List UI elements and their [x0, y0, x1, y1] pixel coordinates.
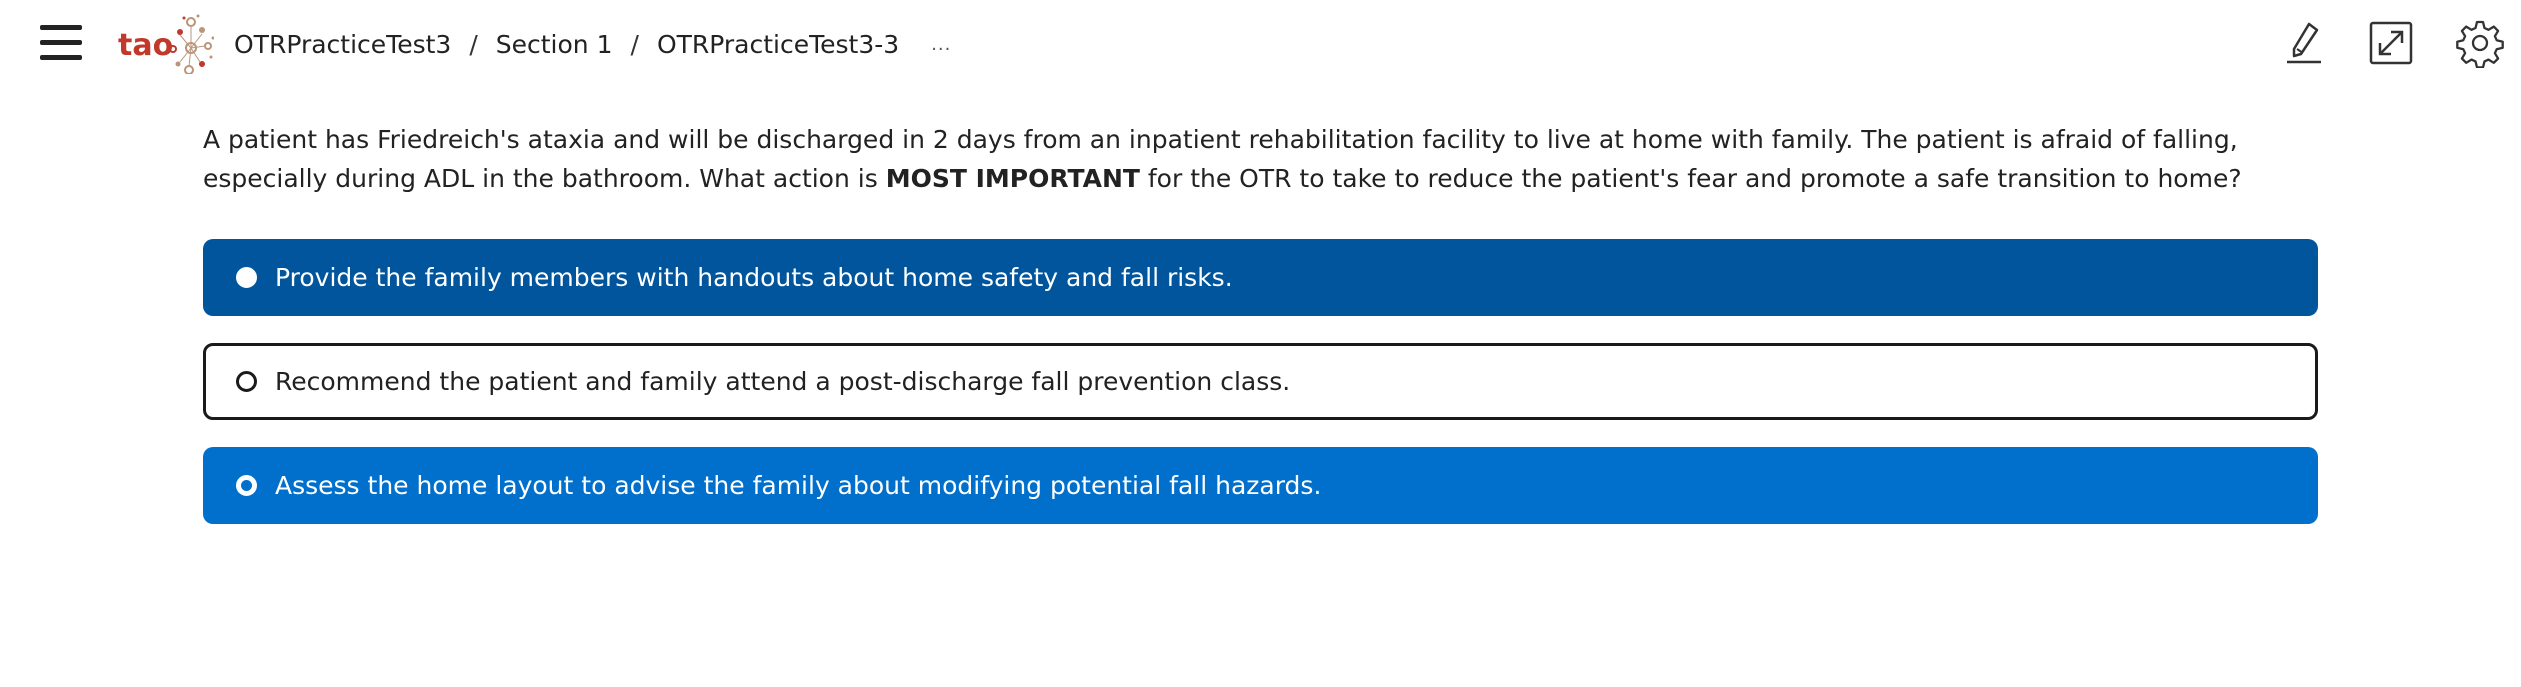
breadcrumb-separator: / — [630, 29, 639, 59]
radio-selected-icon[interactable] — [236, 267, 257, 288]
choice-option-b[interactable]: Recommend the patient and family attend … — [203, 343, 2318, 420]
breadcrumb-test[interactable]: OTRPracticeTest3 — [234, 29, 452, 59]
choice-label: Provide the family members with handouts… — [275, 263, 1233, 292]
breadcrumb-section[interactable]: Section 1 — [495, 29, 613, 59]
menu-icon[interactable] — [40, 24, 82, 62]
choice-label: Recommend the patient and family attend … — [275, 367, 1291, 396]
tao-logo: tao — [118, 12, 214, 74]
top-bar: tao OTRPracticeTest3 / Section — [0, 0, 2521, 86]
settings-icon[interactable] — [2455, 18, 2505, 69]
choice-label: Assess the home layout to advise the fam… — [275, 471, 1322, 500]
breadcrumb: OTRPracticeTest3 / Section 1 / OTRPracti… — [234, 24, 951, 64]
breadcrumb-separator: / — [469, 29, 478, 59]
breadcrumb-item[interactable]: OTRPracticeTest3-3 — [656, 29, 900, 59]
question-text-start: A patient has Friedreich's ataxia and wi… — [203, 125, 2238, 193]
fullscreen-icon[interactable] — [2366, 18, 2416, 68]
question-text-end: for the OTR to take to reduce the patien… — [1139, 164, 2242, 193]
logo-text: tao — [118, 28, 174, 63]
radio-hover-icon[interactable] — [236, 475, 257, 496]
logo-sunburst-icon — [169, 14, 214, 74]
choice-option-c[interactable]: Assess the home layout to advise the fam… — [203, 447, 2318, 524]
question-prompt: A patient has Friedreich's ataxia and wi… — [203, 120, 2333, 198]
highlighter-icon[interactable] — [2279, 18, 2329, 68]
question-emphasis: MOST IMPORTANT — [885, 164, 1140, 193]
radio-empty-icon[interactable] — [236, 371, 257, 392]
breadcrumb-more[interactable]: ... — [931, 33, 952, 55]
choice-option-a[interactable]: Provide the family members with handouts… — [203, 239, 2318, 316]
